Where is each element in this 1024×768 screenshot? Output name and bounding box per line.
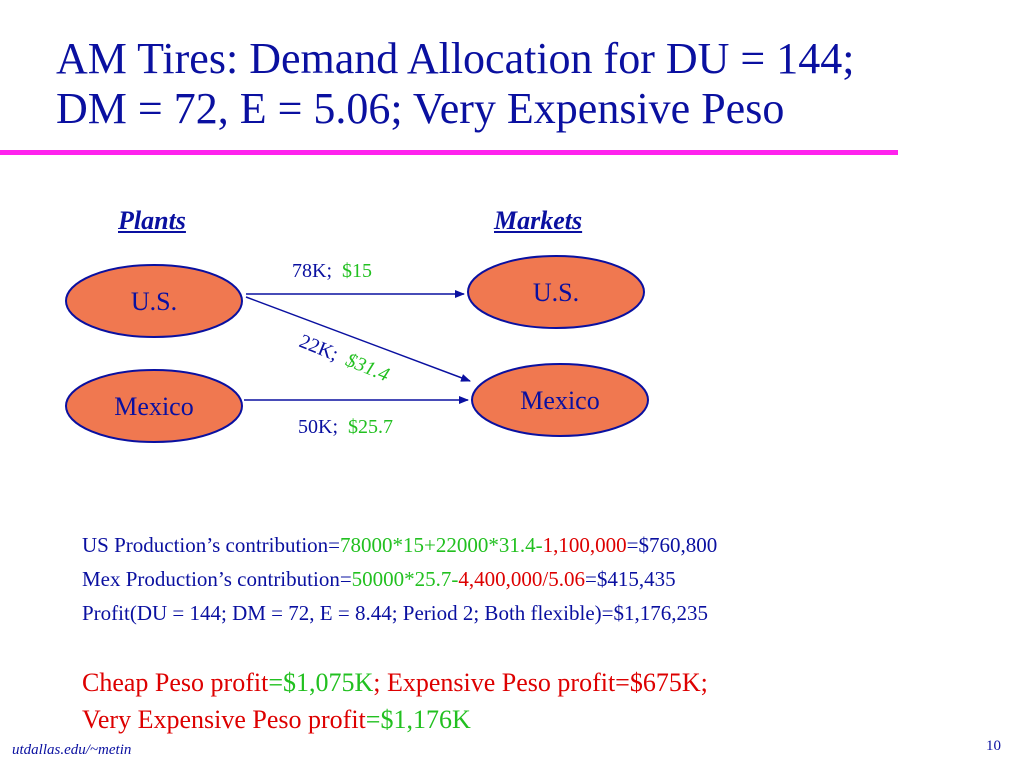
mex-cost: 4,400,000/5.06 [458,567,586,591]
expensive-peso-text: ; Expensive Peso profit=$675K; [373,668,708,697]
mex-result: =$415,435 [585,567,676,591]
markets-header: Markets [494,206,583,235]
title-line-1: AM Tires: Demand Allocation for DU = 144… [56,34,855,83]
very-expensive-peso-value: =$1,176K [365,705,471,734]
plants-header: Plants [118,206,186,235]
mex-revenue-expr: 50000*25.7 [351,567,452,591]
cheap-peso-label: Cheap Peso profit [82,668,269,697]
summary-line-1: Cheap Peso profit=$1,075K; Expensive Pes… [82,664,1012,701]
page-number: 10 [986,738,1001,754]
plant-node-us: U.S. [65,264,243,338]
plant-label-mexico: Mexico [114,392,193,421]
mex-minus: - [451,567,459,591]
title-line-2: DM = 72, E = 5.06; Very Expensive Peso [56,84,785,133]
cheap-peso-value: =$1,075K [268,668,374,697]
us-cost: 1,100,000 [542,533,627,557]
footer-source: utdallas.edu/~metin [12,742,132,758]
flow-cost-us-mexico: $31.4 [342,349,392,386]
plant-label-us: U.S. [131,287,177,316]
us-revenue-expr: 78000*15+22000*31.4 [340,533,536,557]
us-contribution-label: US Production’s contribution= [82,533,341,557]
profit-summary: Cheap Peso profit=$1,075K; Expensive Pes… [82,664,1012,738]
contribution-calculations: US Production’s contribution=78000*15+22… [82,528,1012,630]
summary-line-2: Very Expensive Peso profit=$1,176K [82,701,1012,738]
flow-qty-us-us: 78K; [292,260,332,282]
mex-contribution-label: Mex Production’s contribution= [82,567,352,591]
flow-qty-mexico-mexico: 50K; [298,416,338,438]
market-node-mexico: Mexico [471,363,649,437]
plant-node-mexico: Mexico [65,369,243,443]
flow-cost-mexico-mexico: $25.7 [348,416,393,438]
profit-line: Profit(DU = 144; DM = 72, E = 8.44; Peri… [82,601,709,625]
us-minus: - [535,533,543,557]
mex-contribution-line: Mex Production’s contribution=50000*25.7… [82,562,1012,596]
flow-label-mexico-mexico: 50K; $25.7 [298,416,393,438]
us-contribution-line: US Production’s contribution=78000*15+22… [82,528,1012,562]
title-underline [0,150,898,155]
flow-label-us-us: 78K; $15 [292,260,372,282]
market-label-us: U.S. [533,278,579,307]
us-result: =$760,800 [626,533,718,557]
flow-cost-us-us: $15 [342,260,372,282]
very-expensive-peso-label: Very Expensive Peso profit [82,705,366,734]
flow-label-us-mexico: 22K; $31.4 [296,330,392,386]
flow-arrow-us-mexico [245,296,471,382]
market-label-mexico: Mexico [520,386,599,415]
market-node-us: U.S. [467,255,645,329]
slide-title: AM Tires: Demand Allocation for DU = 144… [56,34,1006,134]
flow-qty-us-mexico: 22K; [296,330,341,365]
